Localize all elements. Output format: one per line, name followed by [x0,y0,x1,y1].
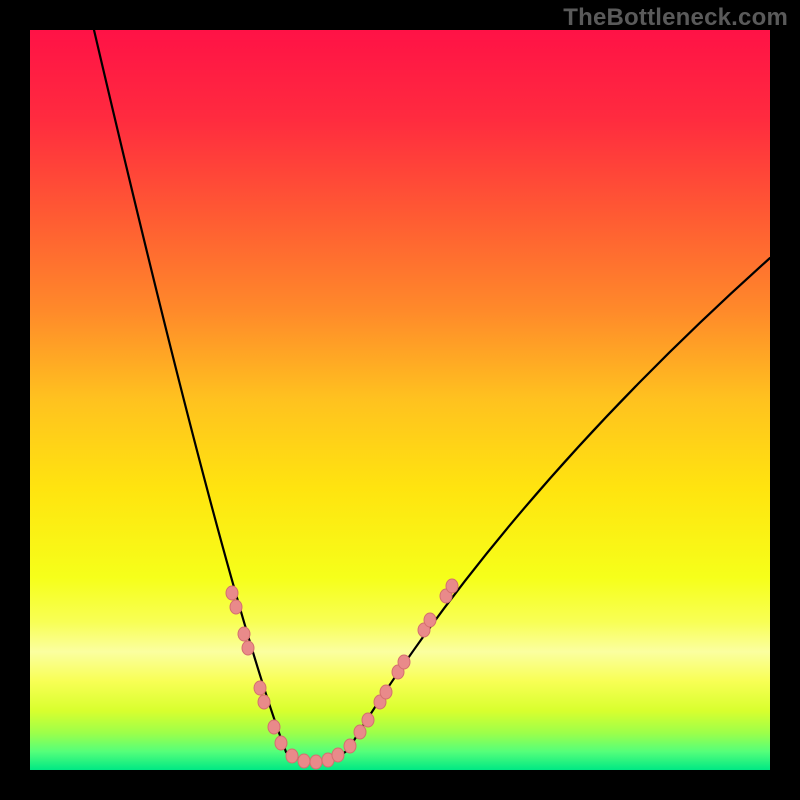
marker-point [230,600,242,614]
marker-point [226,586,238,600]
marker-point [238,627,250,641]
marker-point [275,736,287,750]
marker-point [380,685,392,699]
marker-point [254,681,266,695]
curve-layer [30,30,770,770]
marker-point [362,713,374,727]
marker-point [446,579,458,593]
marker-point [242,641,254,655]
marker-point [258,695,270,709]
marker-point [286,749,298,763]
marker-point [298,754,310,768]
marker-layer [226,579,458,769]
marker-point [424,613,436,627]
chart-frame: TheBottleneck.com [0,0,800,800]
watermark-text: TheBottleneck.com [563,4,788,32]
marker-point [332,748,344,762]
marker-point [354,725,366,739]
marker-point [310,755,322,769]
marker-point [398,655,410,669]
v-curve-path [94,30,770,761]
marker-point [268,720,280,734]
marker-point [344,739,356,753]
plot-area [30,30,770,770]
